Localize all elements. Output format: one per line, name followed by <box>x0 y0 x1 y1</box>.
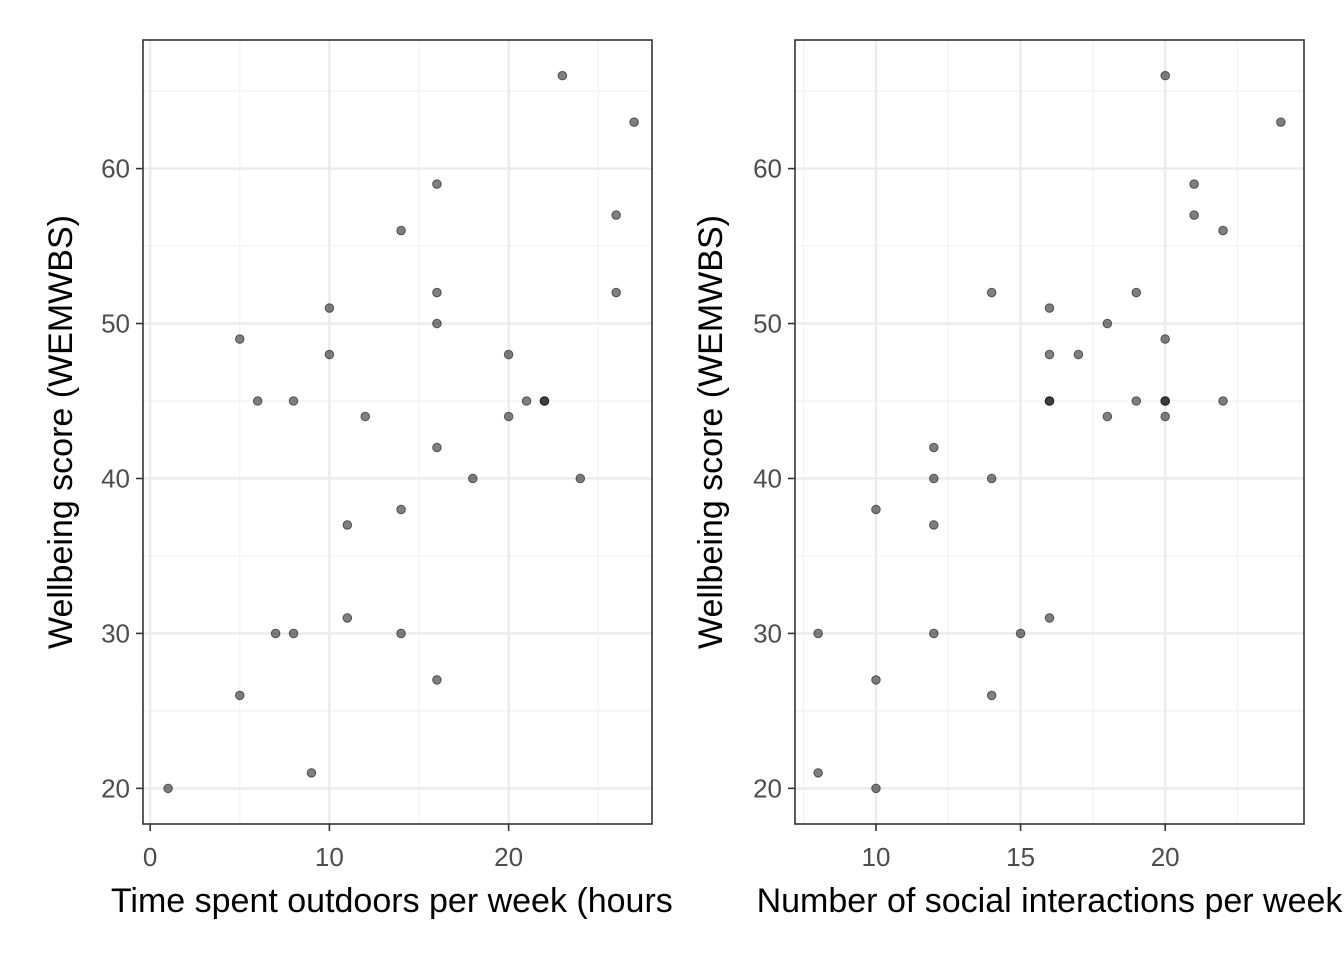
x-axis-title: Time spent outdoors per week (hours) <box>111 882 684 920</box>
data-point <box>1044 396 1055 406</box>
data-point <box>1160 411 1170 422</box>
x-tick-label: 15 <box>1006 842 1035 872</box>
y-tick-label: 30 <box>753 618 782 648</box>
data-point <box>986 473 997 484</box>
data-point <box>929 473 939 484</box>
data-point <box>1131 287 1142 298</box>
left-scatter-panel: 20 30 40 50 60 0 10 20 Wellbeing score (WEMWBS) T… <box>42 39 684 920</box>
y-tick-label: 30 <box>101 618 130 648</box>
data-point <box>1189 210 1199 220</box>
data-point <box>611 287 621 298</box>
data-point <box>503 349 514 360</box>
data-point <box>1218 225 1228 236</box>
x-tick-label: 10 <box>315 842 344 872</box>
data-point <box>929 520 939 530</box>
data-point <box>1044 303 1055 313</box>
data-point <box>270 628 281 639</box>
data-point <box>432 318 442 329</box>
data-point <box>342 613 353 623</box>
data-point <box>1102 318 1113 329</box>
data-point <box>360 411 371 422</box>
plot-background <box>795 40 1304 824</box>
data-point <box>1160 334 1170 344</box>
x-axis-title: Number of social interactions per week <box>757 882 1344 920</box>
data-point <box>629 117 639 127</box>
data-point <box>432 287 442 298</box>
data-point <box>1102 411 1113 422</box>
data-point <box>1160 396 1170 406</box>
data-point <box>396 225 406 236</box>
data-point <box>986 287 997 298</box>
data-point <box>252 396 263 406</box>
y-tick-label: 40 <box>753 463 782 493</box>
y-tick-label: 60 <box>753 154 782 184</box>
x-tick-label: 20 <box>494 842 523 872</box>
data-point <box>1073 349 1084 360</box>
y-tick-label: 50 <box>753 309 782 339</box>
y-tick-label: 20 <box>753 773 782 803</box>
data-point <box>521 396 532 406</box>
data-point <box>396 628 406 639</box>
y-tick-label: 60 <box>101 154 130 184</box>
data-point <box>1189 179 1199 189</box>
data-point <box>324 349 335 360</box>
data-point <box>871 675 881 685</box>
data-point <box>163 783 173 794</box>
data-point <box>871 504 881 515</box>
data-point <box>306 768 317 778</box>
data-point <box>1131 396 1142 406</box>
panel-border <box>142 39 653 825</box>
data-point <box>288 396 299 406</box>
data-point <box>432 675 442 685</box>
data-point <box>234 334 245 344</box>
right-scatter-panel: 20 30 40 50 60 10 15 20 Wellbeing score (WEMWBS)… <box>692 39 1344 920</box>
data-point <box>929 442 939 453</box>
data-point <box>342 520 353 530</box>
data-point <box>432 179 442 189</box>
panel-border <box>794 39 1305 825</box>
data-point <box>557 70 568 81</box>
data-point <box>575 473 586 484</box>
data-point <box>234 690 245 701</box>
y-axis-title: Wellbeing score (WEMWBS) <box>42 215 80 649</box>
data-point <box>813 768 823 778</box>
data-point <box>396 504 406 515</box>
plot-background <box>143 40 652 824</box>
data-point <box>1044 349 1055 360</box>
data-point <box>1276 117 1286 127</box>
data-point <box>432 442 442 453</box>
data-point <box>467 473 478 484</box>
data-point <box>986 690 997 701</box>
data-point <box>539 396 550 406</box>
data-point <box>324 303 335 313</box>
data-point <box>503 411 514 422</box>
x-tick-label: 10 <box>862 842 891 872</box>
data-point <box>288 628 299 639</box>
data-point <box>1044 613 1055 623</box>
y-tick-label: 40 <box>101 463 130 493</box>
data-point <box>1015 628 1026 639</box>
data-point <box>1160 70 1170 81</box>
x-tick-label: 0 <box>143 842 157 872</box>
data-point <box>929 628 939 639</box>
data-point <box>1218 396 1228 406</box>
y-tick-label: 20 <box>101 773 130 803</box>
y-axis-title: Wellbeing score (WEMWBS) <box>692 215 730 649</box>
data-point <box>611 210 621 220</box>
y-tick-label: 50 <box>101 309 130 339</box>
x-tick-label: 20 <box>1151 842 1180 872</box>
data-point <box>871 783 881 794</box>
data-point <box>813 628 823 639</box>
